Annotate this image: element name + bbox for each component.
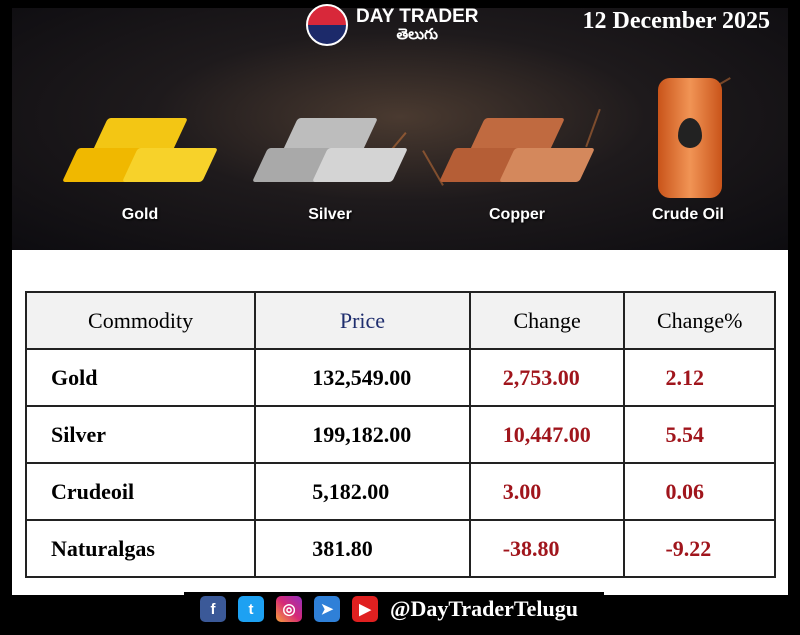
instagram-icon[interactable]: ◎ (276, 596, 302, 622)
price: 132,549.00 (254, 348, 471, 407)
table-row: Naturalgas 381.80 -38.80 -9.22 (24, 519, 776, 578)
table-row: Silver 199,182.00 10,447.00 5.54 (24, 405, 776, 464)
gold-label: Gold (121, 206, 159, 223)
silver-label: Silver (308, 206, 352, 223)
facebook-icon[interactable]: f (200, 596, 226, 622)
bull-logo-icon (306, 4, 348, 46)
youtube-icon[interactable]: ▶ (352, 596, 378, 622)
commodity: Gold (24, 348, 257, 407)
social-footer: f t ◎ ➤ ▶ @DayTraderTelugu (184, 592, 604, 626)
header-change: Change (468, 291, 626, 350)
price: 381.80 (254, 519, 471, 578)
commodity: Crudeoil (24, 462, 257, 521)
crude-oil-label: Crude Oil (651, 206, 724, 223)
change: 10,447.00 (468, 405, 626, 464)
commodity: Silver (24, 405, 257, 464)
price: 5,182.00 (254, 462, 471, 521)
change: -38.80 (468, 519, 626, 578)
telegram-icon[interactable]: ➤ (314, 596, 340, 622)
change-pct: 5.54 (623, 405, 776, 464)
change-pct: 0.06 (623, 462, 776, 521)
date: 12 December 2025 (582, 8, 771, 34)
oil-barrel-icon (658, 78, 722, 198)
table-header: Commodity Price Change Change% (24, 291, 776, 350)
header-change-pct: Change% (623, 291, 776, 350)
twitter-icon[interactable]: t (238, 596, 264, 622)
commodity: Naturalgas (24, 519, 257, 578)
table-row: Crudeoil 5,182.00 3.00 0.06 (24, 462, 776, 521)
commodity-table: Commodity Price Change Change% Gold 132,5… (24, 291, 776, 578)
banner: Gold Silver Copper Crude Oil (12, 8, 788, 250)
header-commodity: Commodity (24, 291, 257, 350)
change: 3.00 (468, 462, 626, 521)
change: 2,753.00 (468, 348, 626, 407)
brand-name: DAY TRADER (356, 6, 479, 28)
table-row: Gold 132,549.00 2,753.00 2.12 (24, 348, 776, 407)
brand-logo: DAY TRADER తెలుగు (306, 4, 478, 46)
header-price: Price (254, 291, 471, 350)
change-pct: 2.12 (623, 348, 776, 407)
change-pct: -9.22 (623, 519, 776, 578)
social-handle[interactable]: @DayTraderTelugu (390, 596, 578, 621)
brand-sub: తెలుగు (396, 26, 438, 44)
copper-label: Copper (489, 206, 545, 223)
price: 199,182.00 (254, 405, 471, 464)
